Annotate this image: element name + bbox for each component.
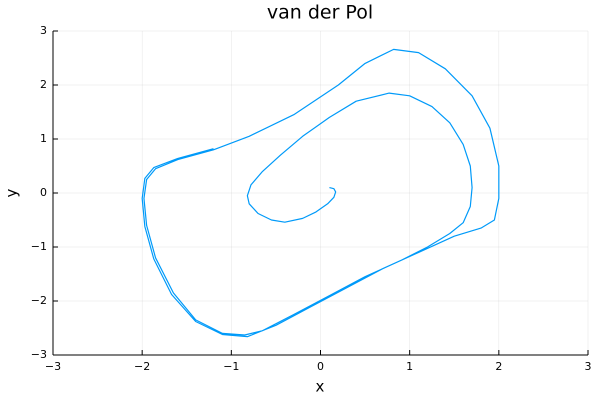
y-tick-label: 3	[40, 24, 47, 37]
x-tick-label: −1	[223, 360, 239, 373]
x-tick-label: −3	[45, 360, 61, 373]
y-axis-label: y	[3, 188, 21, 197]
x-tick-label: 3	[585, 360, 592, 373]
y-tick-label: −3	[31, 348, 47, 361]
x-tick-label: 1	[406, 360, 413, 373]
x-tick-label: −2	[134, 360, 150, 373]
x-tick-label: 0	[317, 360, 324, 373]
y-tick-label: 0	[40, 186, 47, 199]
y-tick-label: 1	[40, 132, 47, 145]
y-tick-label: 2	[40, 78, 47, 91]
x-tick-label: 2	[495, 360, 502, 373]
x-axis-label: x	[316, 378, 325, 396]
y-tick-label: −2	[31, 294, 47, 307]
y-tick-label: −1	[31, 240, 47, 253]
chart-title: van der Pol	[267, 2, 373, 24]
trajectory-line	[141, 48, 500, 338]
